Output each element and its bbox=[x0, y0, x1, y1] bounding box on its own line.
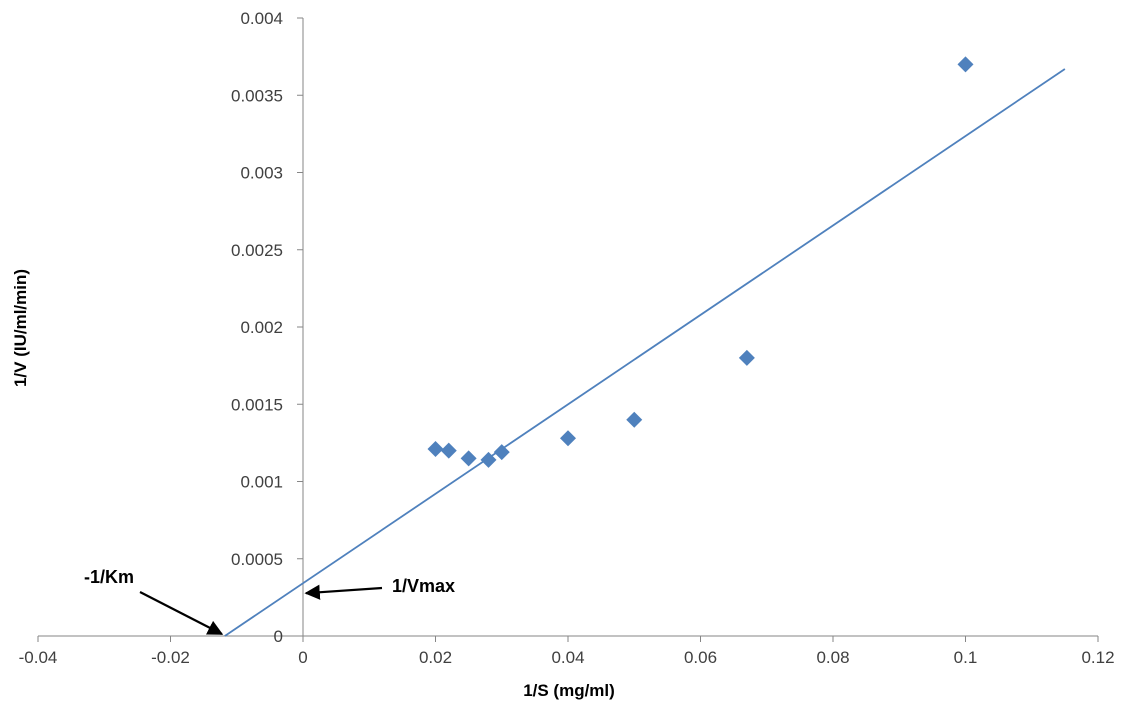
x-tick-label: 0.1 bbox=[954, 648, 978, 667]
data-point bbox=[738, 349, 755, 366]
y-tick-label: 0.0005 bbox=[231, 550, 283, 569]
annotations: -1/Km 1/Vmax bbox=[84, 567, 455, 635]
y-tick-label: 0.001 bbox=[240, 473, 283, 492]
km-annotation-label: -1/Km bbox=[84, 567, 134, 587]
data-point bbox=[493, 444, 510, 461]
x-tick-label: -0.02 bbox=[151, 648, 190, 667]
data-series bbox=[427, 56, 974, 468]
vmax-annotation-label: 1/Vmax bbox=[392, 576, 455, 596]
data-point bbox=[957, 56, 974, 73]
y-tick-label: 0.0015 bbox=[231, 395, 283, 414]
y-tick-label: 0.0035 bbox=[231, 86, 283, 105]
x-tick-label: 0.12 bbox=[1081, 648, 1114, 667]
x-axis-title: 1/S (mg/ml) bbox=[523, 681, 615, 700]
x-tick-label: 0.08 bbox=[816, 648, 849, 667]
x-tick-label: 0.06 bbox=[684, 648, 717, 667]
y-tick-label: 0.003 bbox=[240, 164, 283, 183]
y-tick-label: 0 bbox=[274, 627, 283, 646]
data-point bbox=[427, 441, 444, 458]
x-tick-label: 0.02 bbox=[419, 648, 452, 667]
data-point bbox=[560, 430, 576, 447]
x-tick-label: 0 bbox=[298, 648, 307, 667]
data-point bbox=[626, 411, 643, 428]
x-axis: -0.04 -0.02 0 0.02 0.04 0.06 0.08 0.1 0.12 bbox=[19, 635, 1115, 667]
vmax-annotation-arrow bbox=[304, 584, 383, 600]
y-axis: 0 0.0005 0.001 0.0015 0.002 0.0025 0.003 0.0035… bbox=[231, 9, 304, 646]
y-tick-label: 0.002 bbox=[240, 318, 283, 337]
x-tick-label: 0.04 bbox=[551, 648, 584, 667]
km-annotation-arrow bbox=[139, 591, 224, 635]
x-tick-label: -0.04 bbox=[19, 648, 58, 667]
y-axis-title: 1/V (IU/ml/min) bbox=[11, 269, 30, 387]
data-point bbox=[460, 450, 477, 467]
data-point bbox=[440, 442, 457, 459]
data-point bbox=[480, 451, 497, 468]
trendline bbox=[224, 68, 1066, 637]
y-tick-label: 0.0025 bbox=[231, 241, 283, 260]
y-tick-label: 0.004 bbox=[240, 9, 283, 28]
trendline-path bbox=[224, 68, 1066, 637]
